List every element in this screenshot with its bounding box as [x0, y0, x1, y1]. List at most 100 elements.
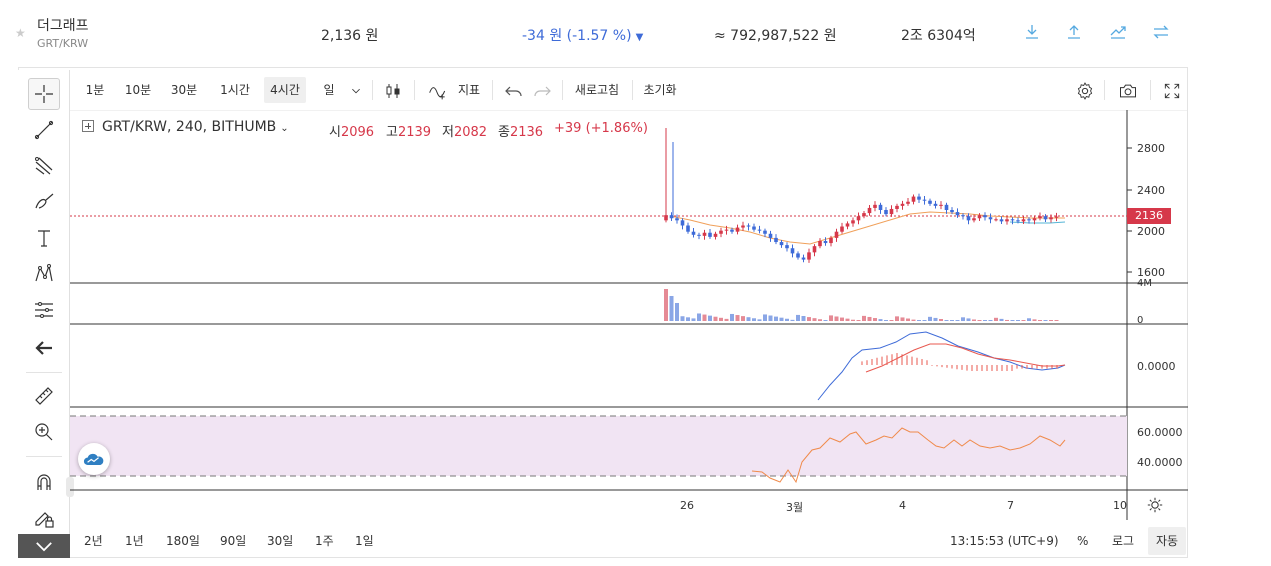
volume-bar: [823, 320, 828, 321]
measure-lines-icon[interactable]: [28, 294, 60, 326]
collapse-legend-icon[interactable]: [82, 120, 94, 132]
favorite-star-icon[interactable]: ★: [15, 26, 26, 40]
interval-30m[interactable]: 30분: [170, 83, 198, 97]
candle-body: [686, 225, 690, 232]
range-1w[interactable]: 1주: [315, 534, 334, 548]
percent-scale-toggle[interactable]: %: [1077, 534, 1089, 548]
macd-tick: 0.0000: [1137, 360, 1176, 373]
auto-scale-toggle[interactable]: 자동: [1148, 527, 1187, 555]
swap-arrows-icon[interactable]: [1151, 22, 1171, 42]
redo-icon[interactable]: [530, 73, 554, 107]
trend-chart-icon[interactable]: [1108, 22, 1128, 42]
back-arrow-icon[interactable]: [28, 332, 60, 364]
candle-body: [796, 253, 800, 258]
volume-bar: [691, 318, 696, 321]
macd-histogram: [861, 353, 1058, 371]
range-90d[interactable]: 90일: [220, 534, 247, 548]
candle-style-icon[interactable]: [380, 73, 406, 107]
clock-display[interactable]: 13:15:53 (UTC+9): [950, 534, 1059, 548]
reset-button[interactable]: 초기화: [643, 83, 677, 97]
candle-body: [922, 199, 927, 201]
range-180d[interactable]: 180일: [166, 534, 200, 548]
camera-icon[interactable]: [1114, 73, 1142, 107]
time-tick: 3월: [786, 501, 804, 514]
refresh-button[interactable]: 새로고침: [574, 83, 620, 97]
macd-line: [817, 331, 1066, 401]
series-legend[interactable]: GRT/KRW, 240, BITHUMB ⌄: [82, 119, 289, 135]
volume-bar: [983, 320, 987, 321]
volume-bar: [994, 317, 998, 321]
fullscreen-icon[interactable]: [1158, 73, 1186, 107]
log-scale-toggle[interactable]: 로그: [1112, 534, 1135, 548]
interval-day[interactable]: 일: [323, 83, 335, 97]
volume-bar: [928, 316, 932, 321]
price-change: -34 원 (-1.57 %) ▼: [522, 28, 644, 44]
settings-gear-icon[interactable]: [1072, 73, 1098, 107]
trend-line-icon[interactable]: [28, 114, 60, 146]
candle-body: [1027, 219, 1031, 221]
rsi-band: [70, 416, 1127, 476]
interval-1m[interactable]: 1분: [85, 83, 105, 97]
range-30d[interactable]: 30일: [267, 534, 294, 548]
undo-icon[interactable]: [502, 73, 526, 107]
candle-body: [834, 231, 839, 238]
text-tool-icon[interactable]: [28, 222, 60, 254]
tradingview-logo-icon[interactable]: [78, 443, 110, 475]
zoom-in-icon[interactable]: [28, 416, 60, 448]
moving-average-line-2: [1009, 221, 1066, 224]
magnet-icon[interactable]: [28, 466, 60, 498]
volume-bar: [922, 320, 927, 321]
candle-body: [812, 246, 817, 253]
volume-tick: 0: [1137, 315, 1144, 326]
volume-bar: [796, 314, 800, 321]
ruler-icon[interactable]: [28, 380, 60, 412]
candle-body: [719, 230, 723, 234]
pitchfork-icon[interactable]: [28, 150, 60, 182]
range-1d[interactable]: 1일: [355, 534, 374, 548]
lock-drawing-icon[interactable]: [28, 502, 60, 534]
volume-bar: [680, 316, 685, 321]
volume-bar: [829, 315, 833, 321]
time-tick: 7: [1007, 499, 1014, 512]
brush-icon[interactable]: [28, 186, 60, 218]
candle-body: [1054, 216, 1059, 218]
axis-settings-icon[interactable]: [1147, 497, 1163, 513]
ohlc-low: 저2082: [442, 125, 488, 140]
crosshair-icon[interactable]: [28, 78, 60, 110]
volume-bar: [664, 289, 668, 321]
volume-bar: [1038, 320, 1042, 321]
range-2y[interactable]: 2년: [84, 534, 103, 548]
volume-bar: [801, 316, 806, 321]
volume-bar: [856, 320, 861, 321]
candle-body: [790, 248, 795, 254]
interval-4h[interactable]: 4시간: [264, 77, 306, 103]
upload-icon[interactable]: [1064, 22, 1084, 42]
chevron-down-icon[interactable]: [346, 73, 366, 107]
price-chart[interactable]: [70, 110, 1188, 520]
volume-bar: [999, 318, 1004, 321]
time-tick: 10: [1113, 499, 1127, 512]
volume-bar: [972, 319, 976, 321]
candle-body: [818, 241, 822, 247]
candle-body: [917, 196, 921, 200]
interval-10m[interactable]: 10분: [124, 83, 152, 97]
indicator-icon[interactable]: [424, 73, 452, 107]
download-icon[interactable]: [1022, 22, 1042, 42]
pattern-icon[interactable]: [28, 258, 60, 290]
range-1y[interactable]: 1년: [125, 534, 144, 548]
ohlc-change: +39 (+1.86%): [554, 121, 648, 136]
chevron-down-icon[interactable]: [18, 534, 70, 558]
volume-bar: [834, 316, 839, 321]
candle-body: [1032, 218, 1037, 221]
price-tick: 1600: [1137, 266, 1165, 279]
indicator-button[interactable]: 지표: [457, 83, 481, 97]
volume-bar: [790, 319, 795, 321]
toolbar-collapse-handle[interactable]: [66, 477, 74, 497]
volume-bar: [895, 316, 899, 321]
candle-body: [955, 212, 960, 216]
interval-1h[interactable]: 1시간: [220, 83, 250, 97]
candle-body: [752, 226, 756, 230]
volume-bar: [697, 313, 701, 321]
volume-bar: [702, 314, 707, 321]
market-cap: 2조 6304억: [901, 28, 976, 44]
